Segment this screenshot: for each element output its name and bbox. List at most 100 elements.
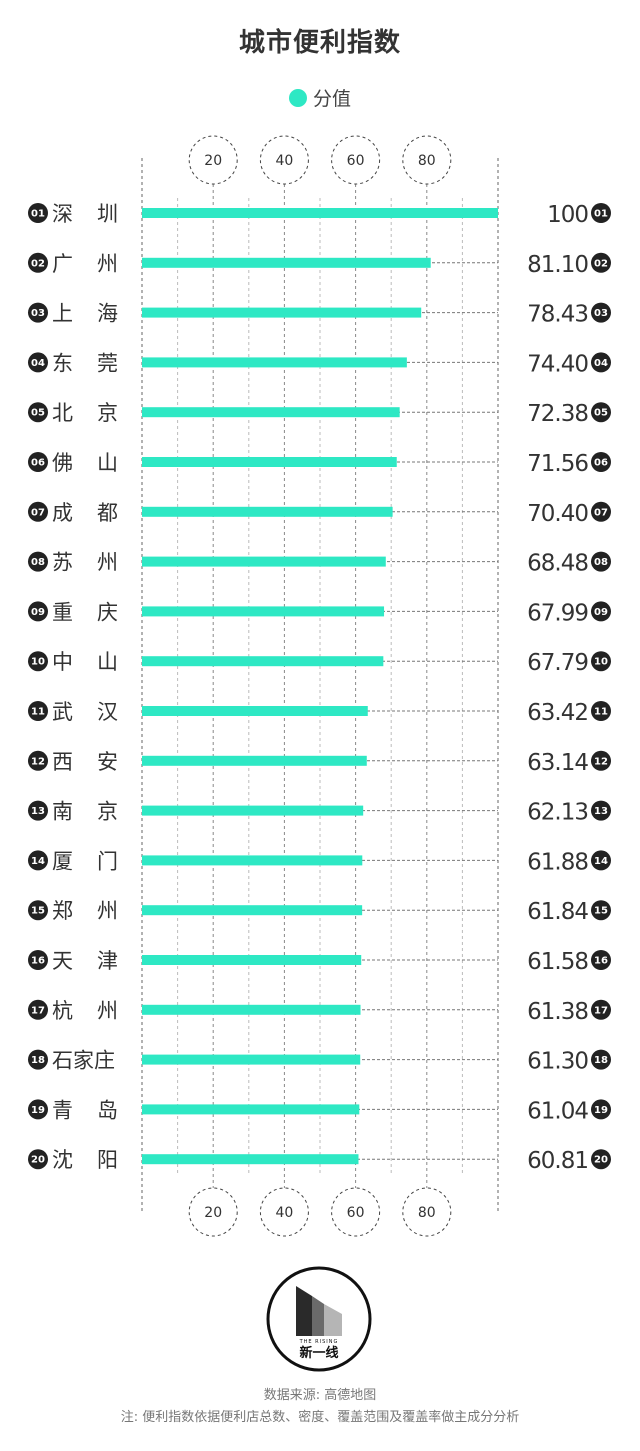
city-label: 西安 (52, 750, 118, 774)
bar (142, 755, 367, 766)
rank-badge-right (591, 850, 611, 871)
rank-badge-right (591, 203, 611, 223)
chart-title: 城市便利指数 (238, 28, 401, 58)
value-label: 63.42 (527, 700, 588, 726)
tick-circle-bottom (188, 1187, 238, 1237)
tick-circle-top (402, 135, 452, 185)
rank-number-left: 14 (31, 856, 45, 867)
value-label: 71.56 (527, 451, 588, 477)
rank-number-right: 06 (594, 458, 608, 469)
value-label: 61.30 (527, 1049, 588, 1075)
city-label: 中山 (52, 650, 118, 674)
rank-number-right: 11 (594, 707, 608, 718)
value-label: 67.79 (527, 650, 588, 676)
bar (142, 855, 363, 866)
rank-number-left: 13 (31, 806, 45, 817)
city-label: 深圳 (52, 202, 118, 226)
bar (142, 357, 407, 368)
rank-badge-left (28, 999, 48, 1020)
bar (142, 208, 498, 218)
city-label: 沈阳 (52, 1148, 118, 1172)
rank-badge-right (591, 551, 611, 572)
city-label: 苏州 (52, 551, 118, 575)
city-label: 青岛 (52, 1098, 118, 1122)
bar (142, 1104, 360, 1115)
tick-label-bottom: 60 (347, 1205, 365, 1221)
footnote: 注: 便利指数依据便利店总数、密度、覆盖范围及覆盖率做主成分分析 (120, 1410, 520, 1425)
rank-number-right: 13 (594, 806, 608, 817)
city-label: 石家庄 (52, 1049, 115, 1073)
rank-badge-left (28, 750, 48, 771)
rank-badge-left (28, 601, 48, 622)
tick-circle-top (259, 135, 309, 185)
legend-swatch (288, 89, 307, 107)
tick-label-bottom: 20 (204, 1205, 222, 1221)
rank-badge-left (28, 252, 48, 273)
rank-number-left: 03 (31, 308, 45, 319)
tick-label-bottom: 80 (418, 1205, 436, 1221)
rank-badge-left (28, 800, 48, 821)
city-label: 南京 (52, 800, 118, 824)
rank-badge-right (591, 1049, 611, 1070)
rank-number-left: 09 (31, 607, 45, 618)
rank-badge-left (28, 352, 48, 373)
rank-number-right: 07 (594, 507, 608, 518)
city-label: 广州 (52, 252, 118, 276)
rank-badge-right (591, 800, 611, 821)
tick-label-top: 80 (418, 153, 436, 169)
value-label: 78.43 (527, 302, 588, 328)
brand-logo: THE RISING 新一线 (266, 1266, 372, 1372)
rank-badge-right (591, 1149, 611, 1170)
bar (142, 955, 362, 965)
value-label: 67.99 (527, 600, 588, 626)
city-label: 武汉 (52, 700, 118, 724)
value-label: 100 (547, 202, 588, 228)
bar (142, 307, 422, 318)
bar-chart: 20 20 40 40 60 60 80 80 01 深圳 100 01 02 广州 81.10 02 03 上海… (28, 135, 611, 1237)
rank-number-right: 14 (594, 856, 608, 867)
value-label: 72.38 (527, 401, 588, 427)
rank-number-right: 16 (594, 956, 608, 967)
value-label: 61.84 (527, 899, 588, 925)
value-label: 74.40 (527, 351, 588, 377)
rank-number-left: 20 (31, 1155, 45, 1166)
rank-number-right: 05 (594, 408, 608, 419)
value-label: 60.81 (527, 1148, 588, 1174)
rank-badge-left (28, 900, 48, 921)
rank-badge-right (591, 950, 611, 970)
rank-badge-left (28, 551, 48, 572)
rank-number-right: 01 (594, 209, 608, 220)
rank-badge-left (28, 651, 48, 672)
value-label: 81.10 (527, 252, 588, 278)
data-source: 数据来源: 高德地图 (263, 1388, 377, 1403)
rank-badge-right (591, 402, 611, 423)
tick-label-top: 60 (347, 153, 365, 169)
rank-number-left: 05 (31, 408, 45, 419)
bar (142, 1054, 361, 1065)
rank-number-left: 07 (31, 507, 45, 518)
rank-badge-right (591, 352, 611, 373)
rank-number-left: 16 (31, 956, 45, 967)
rank-badge-right (591, 501, 611, 522)
value-label: 70.40 (527, 501, 588, 527)
bar (142, 457, 397, 467)
city-label: 成都 (52, 501, 118, 525)
rank-number-left: 01 (31, 209, 45, 220)
city-label: 郑州 (52, 899, 118, 923)
rank-badge-left (28, 203, 48, 223)
value-label: 61.58 (527, 949, 588, 975)
bar (142, 706, 368, 716)
rank-number-right: 10 (594, 657, 608, 668)
rank-badge-left (28, 402, 48, 423)
city-label: 上海 (52, 302, 118, 326)
city-label: 北京 (52, 401, 118, 425)
rank-number-right: 15 (594, 906, 608, 917)
rank-badge-left (28, 1149, 48, 1170)
value-label: 62.13 (527, 800, 588, 826)
city-label: 厦门 (52, 849, 118, 873)
rank-number-right: 17 (594, 1005, 608, 1016)
rank-number-left: 19 (31, 1105, 45, 1116)
value-label: 63.14 (527, 750, 588, 776)
bar (142, 1154, 359, 1165)
rank-number-right: 12 (594, 756, 608, 767)
